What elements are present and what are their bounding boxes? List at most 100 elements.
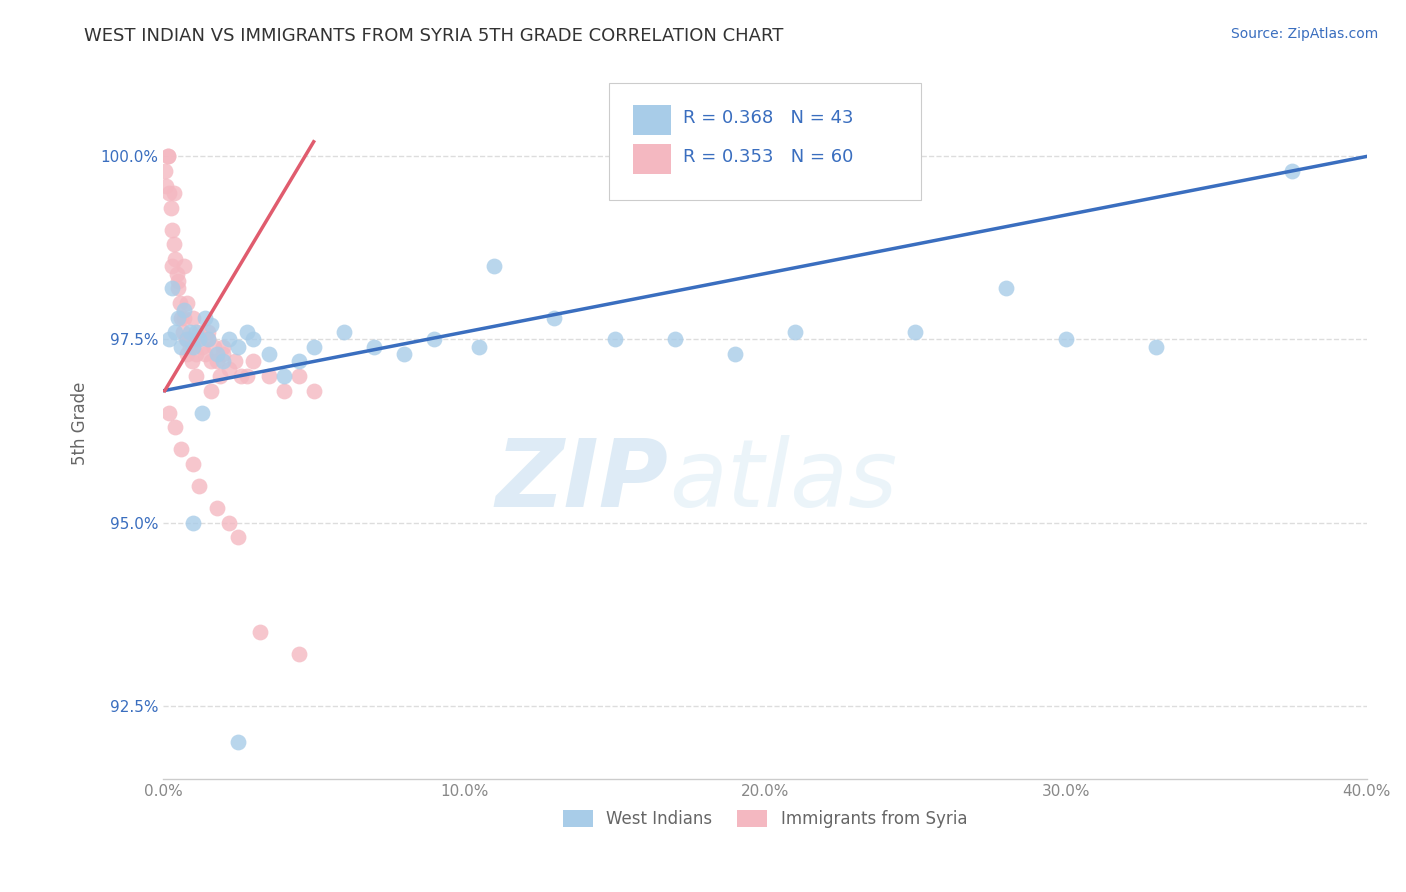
Point [207, 500, 229, 515]
Point [724, 347, 747, 361]
Y-axis label: 5th Grade: 5th Grade [72, 382, 89, 466]
Text: WEST INDIAN VS IMMIGRANTS FROM SYRIA 5TH GRADE CORRELATION CHART: WEST INDIAN VS IMMIGRANTS FROM SYRIA 5TH… [84, 27, 783, 45]
Point [423, 333, 446, 347]
Point [173, 259, 195, 273]
Point [162, 281, 184, 295]
Point [1144, 340, 1167, 354]
Point [197, 333, 219, 347]
Point [188, 333, 211, 347]
Text: R = 0.368   N = 43: R = 0.368 N = 43 [683, 109, 853, 128]
FancyBboxPatch shape [633, 144, 671, 174]
Point [302, 340, 325, 354]
Point [197, 333, 219, 347]
FancyBboxPatch shape [609, 83, 921, 200]
Point [167, 310, 190, 325]
Text: R = 0.353   N = 60: R = 0.353 N = 60 [683, 148, 853, 166]
Point [228, 340, 250, 354]
Point [157, 333, 180, 347]
Point [212, 340, 235, 354]
Point [197, 325, 219, 339]
Point [200, 318, 222, 332]
Point [482, 259, 505, 273]
Text: atlas: atlas [669, 435, 897, 526]
Point [200, 384, 222, 398]
Point [242, 354, 264, 368]
Point [179, 325, 201, 339]
Point [273, 369, 295, 384]
Point [186, 325, 208, 339]
Point [157, 186, 180, 200]
Point [332, 325, 354, 339]
Point [904, 325, 927, 339]
Point [163, 237, 186, 252]
Point [188, 325, 211, 339]
Point [468, 340, 491, 354]
Point [1281, 164, 1303, 178]
Point [212, 354, 235, 368]
Point [212, 347, 235, 361]
Point [181, 457, 204, 471]
Point [186, 347, 208, 361]
Point [179, 340, 201, 354]
Point [207, 354, 229, 368]
Point [176, 333, 198, 347]
Point [159, 201, 181, 215]
Point [218, 333, 240, 347]
Point [287, 369, 309, 384]
Point [785, 325, 807, 339]
Point [181, 516, 204, 530]
Point [156, 149, 179, 163]
Point [249, 625, 271, 640]
Point [170, 442, 193, 457]
Point [257, 347, 280, 361]
Point [173, 310, 195, 325]
Point [231, 369, 253, 384]
Point [170, 310, 193, 325]
Point [543, 310, 565, 325]
Point [165, 252, 187, 266]
Point [157, 406, 180, 420]
Point [236, 369, 259, 384]
Point [170, 340, 193, 354]
Point [218, 361, 240, 376]
Point [155, 178, 177, 193]
Point [181, 310, 204, 325]
Point [194, 347, 217, 361]
Point [228, 735, 250, 749]
FancyBboxPatch shape [633, 104, 671, 135]
Point [202, 340, 225, 354]
Point [181, 340, 204, 354]
Point [302, 384, 325, 398]
Point [162, 222, 184, 236]
Point [191, 340, 214, 354]
Point [242, 333, 264, 347]
Point [172, 325, 194, 339]
Point [165, 325, 187, 339]
Point [166, 267, 188, 281]
Point [224, 354, 246, 368]
Point [392, 347, 415, 361]
Point [177, 333, 200, 347]
Point [188, 479, 211, 493]
Text: ZIP: ZIP [496, 434, 669, 526]
Text: Source: ZipAtlas.com: Source: ZipAtlas.com [1230, 27, 1378, 41]
Point [181, 333, 204, 347]
Point [191, 406, 214, 420]
Point [1054, 333, 1077, 347]
Point [165, 420, 187, 434]
Point [173, 303, 195, 318]
Point [169, 296, 191, 310]
Point [176, 347, 198, 361]
Point [167, 274, 190, 288]
Point [163, 186, 186, 200]
Point [176, 296, 198, 310]
Point [186, 369, 208, 384]
Point [287, 648, 309, 662]
Point [194, 310, 217, 325]
Point [162, 259, 184, 273]
Point [273, 384, 295, 398]
Legend: West Indians, Immigrants from Syria: West Indians, Immigrants from Syria [557, 803, 974, 835]
Point [287, 354, 309, 368]
Point [167, 281, 190, 295]
Point [228, 530, 250, 544]
